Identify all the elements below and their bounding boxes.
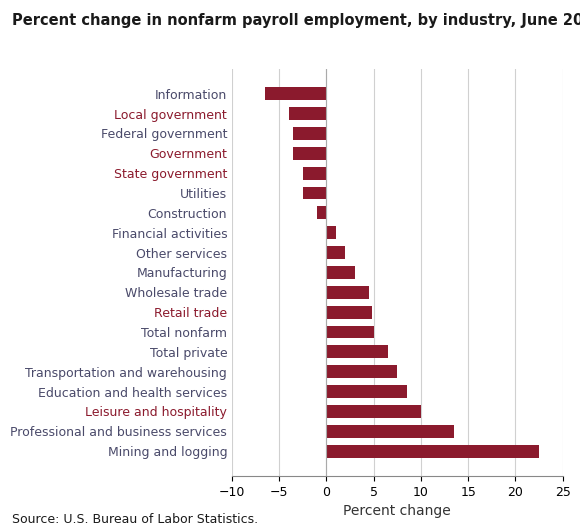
Bar (265, 87, 327, 100)
Text: Percent change in nonfarm payroll employment, by industry, June 2009–February  2: Percent change in nonfarm payroll employ… (12, 13, 580, 28)
Bar (303, 167, 327, 180)
Bar (303, 187, 327, 199)
Bar (289, 107, 327, 120)
X-axis label: Percent change: Percent change (343, 504, 451, 518)
Bar (327, 365, 397, 378)
Bar (327, 425, 454, 437)
Bar (327, 325, 374, 339)
Bar (317, 206, 327, 220)
Bar (327, 345, 388, 358)
Bar (327, 445, 539, 458)
Text: Source: U.S. Bureau of Labor Statistics.: Source: U.S. Bureau of Labor Statistics. (12, 513, 258, 526)
Bar (293, 147, 327, 160)
Bar (293, 127, 327, 140)
Bar (327, 246, 345, 259)
Bar (327, 286, 369, 299)
Bar (327, 385, 407, 398)
Bar (327, 306, 372, 318)
Bar (327, 405, 421, 418)
Bar (327, 266, 355, 279)
Bar (327, 226, 336, 239)
